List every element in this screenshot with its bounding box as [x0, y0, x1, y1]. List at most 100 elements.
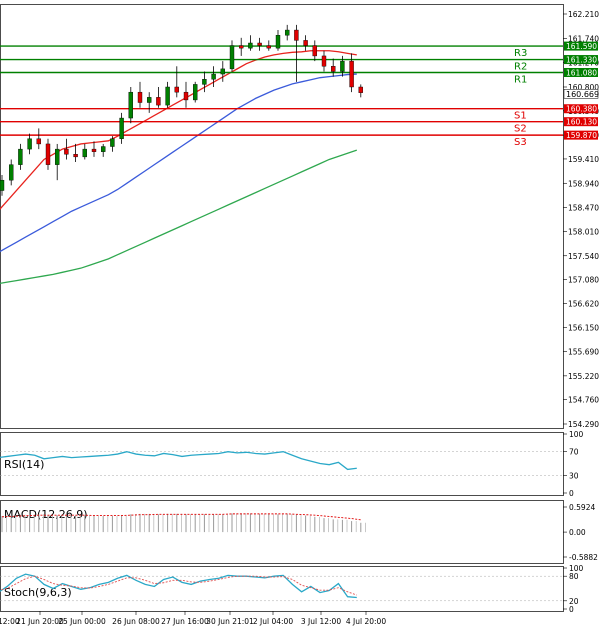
candle-body — [82, 148, 88, 158]
y-tick-label: 158.470 — [568, 204, 599, 213]
candle-body — [165, 86, 170, 106]
candle-body — [45, 143, 51, 165]
candle-body — [312, 45, 317, 57]
rsi-tick-label: 100 — [569, 430, 584, 439]
candle-body — [119, 117, 124, 139]
level-label-s1: S1 — [514, 111, 527, 122]
level-price-s2: 160.130 — [566, 118, 597, 127]
y-tick-label: 156.150 — [568, 324, 599, 333]
pivot-levels: 161.590 R3 161.330 R2 161.080 R1 160.380 S1 160.… — [0, 41, 598, 148]
level-price-r1: 161.080 — [566, 68, 597, 77]
candle-body — [137, 91, 143, 103]
level-price-s1: 160.380 — [566, 105, 597, 114]
sma-slow-line — [0, 149, 358, 285]
candle-body — [27, 138, 32, 150]
y-tick-label: 158.940 — [568, 179, 599, 188]
y-tick-label: 154.290 — [568, 420, 599, 429]
candle-body — [321, 55, 327, 67]
candle-body — [294, 29, 299, 41]
x-tick-label: 27 Jun 16:00 — [161, 617, 209, 626]
current-price: 160.669 — [566, 90, 599, 99]
y-tick-label: 160.800 — [568, 83, 599, 92]
x-tick-label: 12:00 — [0, 617, 20, 626]
candle-body — [303, 40, 308, 46]
candle-body — [358, 86, 363, 93]
candle-body — [8, 164, 14, 181]
y-tick-label: 155.690 — [568, 348, 599, 357]
x-tick-label: 30 Jun 21:01 — [206, 617, 254, 626]
candle-body — [55, 148, 60, 165]
candle-body — [91, 148, 97, 152]
sma-fast-line — [0, 50, 357, 210]
candle-body — [331, 66, 336, 72]
panel-frame — [0, 566, 564, 612]
rsi-label: RSI(14) — [4, 458, 44, 471]
panel-frame — [0, 4, 564, 429]
candle-body — [192, 84, 198, 101]
y-tick-label: 154.760 — [568, 396, 599, 405]
candle-body — [183, 91, 189, 101]
rsi-panel: RSI(14) 100 70 30 0 — [0, 430, 584, 498]
panel-frame — [0, 432, 564, 496]
y-tick-label: 161.740 — [568, 34, 599, 43]
candle-body — [238, 45, 244, 49]
candle-body — [174, 86, 180, 93]
candle-body — [229, 45, 235, 70]
level-label-r2: R2 — [514, 62, 527, 73]
macd-label: MACD(12,26,9) — [4, 508, 88, 521]
candle-body — [202, 79, 207, 85]
candle-body — [349, 60, 354, 88]
stoch-tick-label: 80 — [569, 572, 579, 581]
stoch-label: Stoch(9,6,3) — [4, 586, 72, 599]
x-tick-label: 21 Jun 20:00 — [16, 617, 64, 626]
stoch-k-line — [0, 573, 357, 599]
stoch-tick-label: 0 — [569, 605, 574, 614]
y-tick-label: 157.080 — [568, 276, 599, 285]
level-label-r3: R3 — [514, 48, 527, 59]
level-price-r3: 161.590 — [566, 42, 597, 51]
y-tick-label: 157.540 — [568, 252, 599, 261]
candle-body — [211, 73, 216, 80]
x-tick-label: 4 Jul 20:00 — [346, 617, 386, 626]
stoch-d-line — [0, 575, 357, 596]
candle-body — [146, 97, 152, 103]
candle-body — [156, 97, 161, 106]
candle-body — [100, 146, 106, 152]
rsi-tick-label: 0 — [569, 489, 574, 498]
macd-signal-line — [1, 513, 361, 521]
candle-body — [0, 179, 5, 191]
x-tick-label: 2 Jul 04:00 — [253, 617, 293, 626]
level-price-box — [564, 55, 598, 65]
y-tick-label: 158.010 — [568, 227, 599, 236]
level-price-box — [564, 117, 598, 127]
macd-tick-label: 0.5924 — [569, 503, 595, 512]
level-label-s2: S2 — [514, 124, 527, 135]
rsi-line — [0, 451, 357, 471]
level-price-r2: 161.330 — [566, 56, 597, 65]
stoch-tick-label: 100 — [569, 564, 584, 573]
candle-body — [18, 148, 23, 165]
y-tick-label: 162.210 — [568, 10, 599, 19]
macd-tick-label: 0.00 — [569, 528, 586, 537]
y-tick-label: 155.220 — [568, 372, 599, 381]
candle-body — [257, 42, 262, 46]
candle-body — [275, 35, 281, 49]
current-price-tag: 160.669 — [563, 89, 599, 99]
level-price-box — [564, 104, 598, 114]
level-price-box — [564, 130, 598, 140]
macd-panel: MACD(12,26,9) 0.5924 0.00 -0.5882 — [1, 503, 598, 562]
candle-body — [340, 60, 345, 72]
x-tick-label: 3 Jul 12:00 — [301, 617, 341, 626]
candle-body — [220, 68, 226, 75]
candlesticks — [0, 24, 363, 196]
level-price-s3: 159.870 — [566, 131, 597, 140]
y-tick-label: 156.620 — [568, 299, 599, 308]
x-tick-label: 26 Jun 08:00 — [112, 617, 160, 626]
macd-tick-label: -0.5882 — [569, 553, 598, 562]
current-price-box — [563, 89, 599, 99]
candle-body — [73, 154, 78, 158]
moving-averages — [0, 50, 358, 285]
level-price-box — [564, 41, 598, 51]
